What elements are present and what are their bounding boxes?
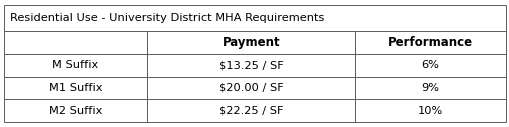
Text: $13.25 / SF: $13.25 / SF [218, 60, 283, 70]
Text: $20.00 / SF: $20.00 / SF [218, 83, 283, 93]
Text: M Suffix: M Suffix [52, 60, 99, 70]
Text: $22.25 / SF: $22.25 / SF [218, 106, 283, 116]
Text: Residential Use - University District MHA Requirements: Residential Use - University District MH… [10, 13, 324, 23]
Text: Payment: Payment [222, 36, 279, 49]
Text: M2 Suffix: M2 Suffix [49, 106, 102, 116]
Text: 6%: 6% [421, 60, 439, 70]
Text: M1 Suffix: M1 Suffix [49, 83, 102, 93]
Text: Performance: Performance [387, 36, 472, 49]
Text: 9%: 9% [421, 83, 439, 93]
Text: 10%: 10% [417, 106, 442, 116]
